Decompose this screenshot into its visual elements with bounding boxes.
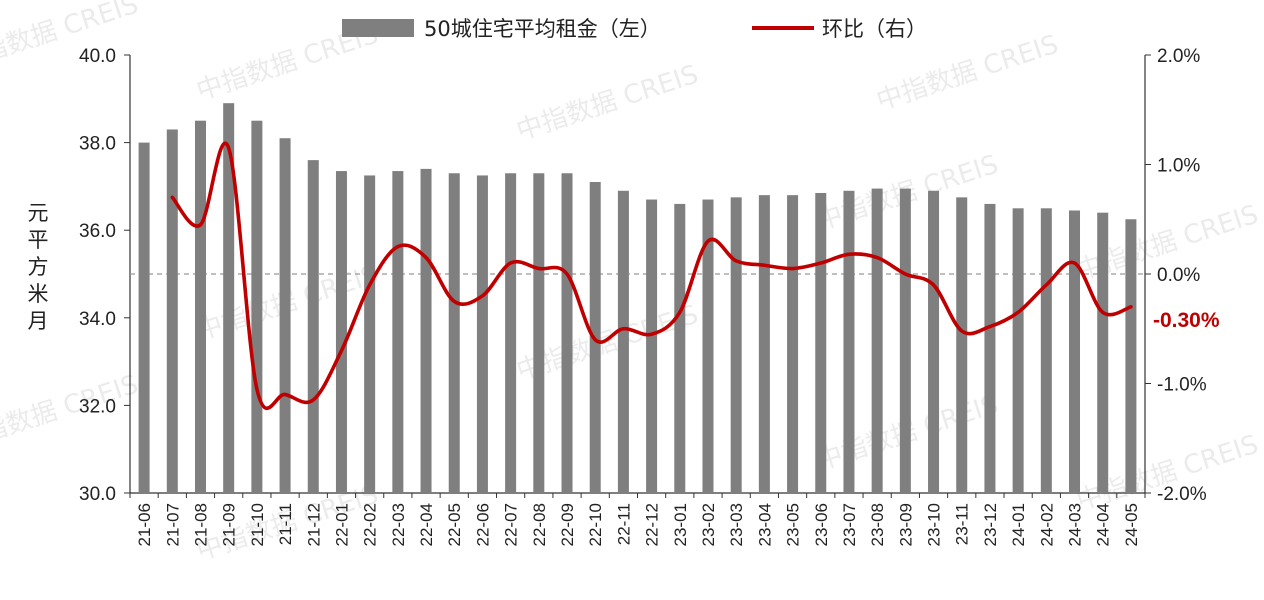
x-tick-label: 22-02 <box>361 503 380 546</box>
watermark-text: 中指数据 CREIS <box>0 370 142 457</box>
x-tick-label: 23-03 <box>727 503 746 546</box>
left-tick-label: 34.0 <box>79 309 116 330</box>
bar <box>533 173 545 493</box>
bar <box>194 120 206 493</box>
left-tick-label: 30.0 <box>79 484 116 505</box>
legend-bar-swatch <box>342 19 414 37</box>
bar <box>899 188 911 493</box>
bar <box>223 103 235 494</box>
left-tick-label: 36.0 <box>79 221 116 242</box>
x-tick-label: 23-05 <box>784 503 803 546</box>
bar <box>476 175 488 493</box>
x-tick-label: 22-10 <box>586 503 605 546</box>
end-value-label: -0.30% <box>1153 309 1220 332</box>
bar <box>928 190 940 493</box>
x-tick-label: 22-12 <box>643 503 662 546</box>
right-tick-label: 2.0% <box>1157 46 1200 67</box>
x-tick-label: 21-12 <box>304 503 323 546</box>
y-axis-label-char: 元 <box>28 201 49 225</box>
bar <box>984 203 996 494</box>
watermark-text: 中指数据 CREIS <box>873 30 1062 117</box>
x-tick-label: 22-03 <box>389 503 408 546</box>
bar <box>1012 208 1024 494</box>
watermark-text: 中指数据 CREIS <box>0 0 142 77</box>
x-tick-label: 24-04 <box>1094 503 1113 546</box>
bar <box>1125 219 1137 493</box>
bar <box>956 197 968 493</box>
x-tick-label: 23-01 <box>671 503 690 546</box>
x-tick-label: 24-02 <box>1037 503 1056 546</box>
left-tick-label: 32.0 <box>79 396 116 417</box>
bar <box>1040 208 1052 494</box>
bar <box>335 171 347 493</box>
bar <box>307 160 319 493</box>
x-tick-label: 22-07 <box>502 503 521 546</box>
x-tick-label: 22-01 <box>332 503 351 546</box>
bar <box>787 195 799 493</box>
x-tick-label: 21-09 <box>220 503 239 546</box>
x-tick-label: 23-02 <box>699 503 718 546</box>
x-tick-label: 22-11 <box>614 503 633 545</box>
bar <box>1069 210 1081 494</box>
bar <box>730 197 742 493</box>
legend-bar-label: 50城住宅平均租金（左） <box>424 17 661 41</box>
bar <box>561 173 573 493</box>
bar <box>166 129 178 493</box>
x-tick-label: 21-07 <box>163 503 182 546</box>
x-tick-label: 24-03 <box>1066 503 1085 546</box>
bar <box>364 175 376 493</box>
bar <box>1097 212 1109 493</box>
x-tick-label: 23-10 <box>925 503 944 546</box>
bar <box>279 138 291 493</box>
x-tick-label: 21-10 <box>248 503 267 546</box>
x-tick-label: 22-09 <box>558 503 577 546</box>
x-tick-label: 23-11 <box>953 503 972 545</box>
y-axis-label-char: 方 <box>28 255 49 279</box>
left-tick-label: 38.0 <box>79 134 116 155</box>
bar <box>505 173 517 493</box>
y-axis-label-char: 月 <box>28 309 49 333</box>
y-axis-label-char: 平 <box>28 228 49 252</box>
x-tick-label: 21-08 <box>191 503 210 546</box>
x-tick-label: 22-08 <box>530 503 549 546</box>
bar <box>815 192 827 493</box>
x-tick-label: 22-06 <box>473 503 492 546</box>
x-tick-label: 22-05 <box>445 503 464 546</box>
bar <box>138 142 150 493</box>
x-tick-label: 23-12 <box>981 503 1000 546</box>
bar <box>420 168 432 493</box>
y-axis-label-char: 米 <box>28 282 49 306</box>
x-tick-label: 23-04 <box>755 503 774 546</box>
bar <box>617 190 629 493</box>
right-tick-label: -1.0% <box>1157 375 1207 396</box>
x-tick-label: 23-06 <box>812 503 831 546</box>
series-line-mom <box>170 141 1133 410</box>
x-tick-label: 21-06 <box>135 503 154 546</box>
left-tick-label: 40.0 <box>79 46 116 67</box>
right-tick-label: -2.0% <box>1157 484 1207 505</box>
x-tick-label: 21-11 <box>276 503 295 545</box>
bar <box>392 171 404 493</box>
bar <box>448 173 460 493</box>
bar <box>871 188 883 493</box>
right-tick-label: 0.0% <box>1157 265 1200 286</box>
x-tick-label: 23-08 <box>868 503 887 546</box>
bar <box>646 199 658 494</box>
x-tick-label: 23-07 <box>840 503 859 546</box>
watermark-text: 中指数据 CREIS <box>513 60 702 147</box>
bar <box>702 199 714 494</box>
bar <box>674 203 686 494</box>
x-tick-label: 23-09 <box>896 503 915 546</box>
bar <box>843 190 855 493</box>
bar <box>251 120 263 493</box>
bar <box>758 195 770 493</box>
x-tick-label: 22-04 <box>417 503 436 546</box>
right-tick-label: 1.0% <box>1157 156 1200 177</box>
legend-line-label: 环比（右） <box>822 17 927 41</box>
x-tick-label: 24-05 <box>1122 503 1141 546</box>
x-tick-label: 24-01 <box>1009 503 1028 546</box>
